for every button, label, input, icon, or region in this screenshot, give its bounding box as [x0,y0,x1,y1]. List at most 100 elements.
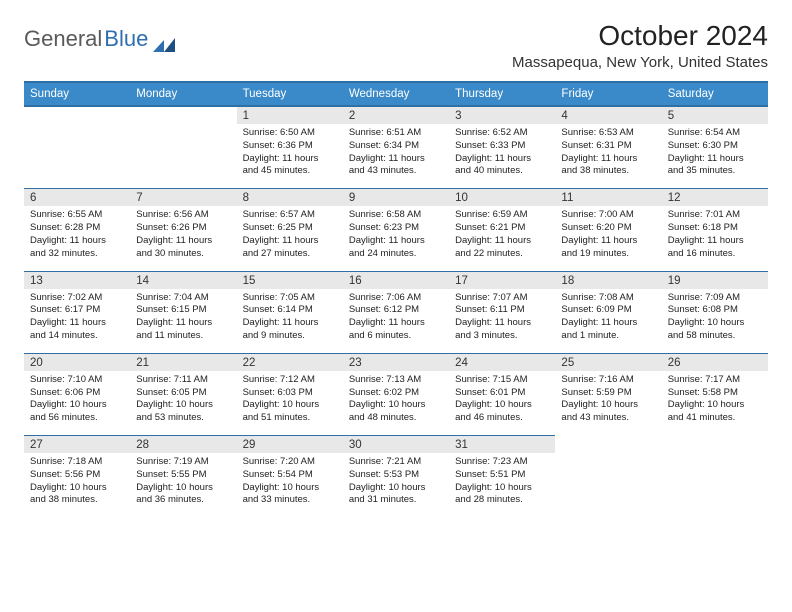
day-number: 31 [449,435,555,453]
day-content: Sunrise: 6:53 AMSunset: 6:31 PMDaylight:… [555,124,661,188]
day-content: Sunrise: 7:23 AMSunset: 5:51 PMDaylight:… [449,453,555,517]
sunrise-line: Sunrise: 7:15 AM [455,374,549,387]
sunset-line: Sunset: 5:56 PM [30,469,124,482]
daylight-line: Daylight: 10 hours and 33 minutes. [243,482,337,508]
sunset-line: Sunset: 6:17 PM [30,304,124,317]
location-text: Massapequa, New York, United States [512,54,768,71]
week-daynum-row: 13141516171819 [24,271,768,289]
daylight-line: Daylight: 10 hours and 48 minutes. [349,399,443,425]
sunrise-line: Sunrise: 7:19 AM [136,456,230,469]
day-number: 23 [343,353,449,371]
day-number: 4 [555,107,661,124]
day-number: 13 [24,271,130,289]
sunrise-line: Sunrise: 6:54 AM [668,127,762,140]
sunset-line: Sunset: 6:34 PM [349,140,443,153]
day-number: 7 [130,188,236,206]
daylight-line: Daylight: 10 hours and 28 minutes. [455,482,549,508]
sunset-line: Sunset: 6:23 PM [349,222,443,235]
week-daynum-row: 6789101112 [24,188,768,206]
sunset-line: Sunset: 6:30 PM [668,140,762,153]
day-number: 11 [555,188,661,206]
sunrise-line: Sunrise: 7:18 AM [30,456,124,469]
sunrise-line: Sunrise: 7:09 AM [668,292,762,305]
sunset-line: Sunset: 6:11 PM [455,304,549,317]
daylight-line: Daylight: 11 hours and 6 minutes. [349,317,443,343]
daylight-line: Daylight: 10 hours and 38 minutes. [30,482,124,508]
daylight-line: Daylight: 10 hours and 58 minutes. [668,317,762,343]
daylight-line: Daylight: 11 hours and 35 minutes. [668,153,762,179]
dow-header: Thursday [449,83,555,105]
daylight-line: Daylight: 11 hours and 32 minutes. [30,235,124,261]
sunrise-line: Sunrise: 6:51 AM [349,127,443,140]
title-block: October 2024 Massapequa, New York, Unite… [512,20,768,71]
day-content: Sunrise: 7:16 AMSunset: 5:59 PMDaylight:… [555,371,661,435]
week-daynum-row: 20212223242526 [24,353,768,371]
day-number: 5 [662,107,768,124]
dow-header: Wednesday [343,83,449,105]
daylight-line: Daylight: 10 hours and 43 minutes. [561,399,655,425]
dow-header-row: SundayMondayTuesdayWednesdayThursdayFrid… [24,81,768,107]
week-content-row: Sunrise: 6:50 AMSunset: 6:36 PMDaylight:… [24,124,768,188]
sunset-line: Sunset: 5:51 PM [455,469,549,482]
sunset-line: Sunset: 6:15 PM [136,304,230,317]
sunrise-line: Sunrise: 6:50 AM [243,127,337,140]
sunrise-line: Sunrise: 7:08 AM [561,292,655,305]
dow-header: Saturday [662,83,768,105]
day-number: 8 [237,188,343,206]
day-number: 25 [555,353,661,371]
week-content-row: Sunrise: 7:02 AMSunset: 6:17 PMDaylight:… [24,289,768,353]
day-content: Sunrise: 7:08 AMSunset: 6:09 PMDaylight:… [555,289,661,353]
day-number: 6 [24,188,130,206]
day-content: Sunrise: 6:55 AMSunset: 6:28 PMDaylight:… [24,206,130,270]
day-number: 16 [343,271,449,289]
daylight-line: Daylight: 10 hours and 56 minutes. [30,399,124,425]
sunrise-line: Sunrise: 6:59 AM [455,209,549,222]
daylight-line: Daylight: 11 hours and 27 minutes. [243,235,337,261]
week-content-row: Sunrise: 7:10 AMSunset: 6:06 PMDaylight:… [24,371,768,435]
day-number: 15 [237,271,343,289]
sunset-line: Sunset: 6:33 PM [455,140,549,153]
day-content: Sunrise: 6:58 AMSunset: 6:23 PMDaylight:… [343,206,449,270]
sunset-line: Sunset: 5:55 PM [136,469,230,482]
week-daynum-row: 2728293031 [24,435,768,453]
day-number: 27 [24,435,130,453]
sunrise-line: Sunrise: 6:55 AM [30,209,124,222]
daylight-line: Daylight: 10 hours and 53 minutes. [136,399,230,425]
daylight-line: Daylight: 11 hours and 43 minutes. [349,153,443,179]
week-content-row: Sunrise: 6:55 AMSunset: 6:28 PMDaylight:… [24,206,768,270]
daylight-line: Daylight: 11 hours and 1 minute. [561,317,655,343]
daylight-line: Daylight: 10 hours and 36 minutes. [136,482,230,508]
sunset-line: Sunset: 6:03 PM [243,387,337,400]
day-content: Sunrise: 7:11 AMSunset: 6:05 PMDaylight:… [130,371,236,435]
day-number: 24 [449,353,555,371]
brand-part2: Blue [104,26,148,52]
sunrise-line: Sunrise: 7:07 AM [455,292,549,305]
sunrise-line: Sunrise: 7:21 AM [349,456,443,469]
daylight-line: Daylight: 10 hours and 51 minutes. [243,399,337,425]
day-number: 17 [449,271,555,289]
day-content: Sunrise: 6:52 AMSunset: 6:33 PMDaylight:… [449,124,555,188]
sunset-line: Sunset: 5:58 PM [668,387,762,400]
sunrise-line: Sunrise: 7:23 AM [455,456,549,469]
sunset-line: Sunset: 6:25 PM [243,222,337,235]
daylight-line: Daylight: 11 hours and 19 minutes. [561,235,655,261]
sunset-line: Sunset: 6:01 PM [455,387,549,400]
sunrise-line: Sunrise: 6:56 AM [136,209,230,222]
dow-header: Tuesday [237,83,343,105]
week-daynum-row: 12345 [24,107,768,124]
daylight-line: Daylight: 10 hours and 46 minutes. [455,399,549,425]
sunrise-line: Sunrise: 7:06 AM [349,292,443,305]
sunset-line: Sunset: 6:06 PM [30,387,124,400]
day-content: Sunrise: 7:18 AMSunset: 5:56 PMDaylight:… [24,453,130,517]
calendar-grid: SundayMondayTuesdayWednesdayThursdayFrid… [24,81,768,517]
brand-part1: General [24,26,102,52]
daylight-line: Daylight: 11 hours and 24 minutes. [349,235,443,261]
sunset-line: Sunset: 5:53 PM [349,469,443,482]
daylight-line: Daylight: 10 hours and 31 minutes. [349,482,443,508]
daylight-line: Daylight: 11 hours and 14 minutes. [30,317,124,343]
sunrise-line: Sunrise: 7:16 AM [561,374,655,387]
brand-logo: GeneralBlue [24,20,175,52]
daylight-line: Daylight: 11 hours and 38 minutes. [561,153,655,179]
page-header: GeneralBlue October 2024 Massapequa, New… [24,20,768,71]
sunrise-line: Sunrise: 7:13 AM [349,374,443,387]
